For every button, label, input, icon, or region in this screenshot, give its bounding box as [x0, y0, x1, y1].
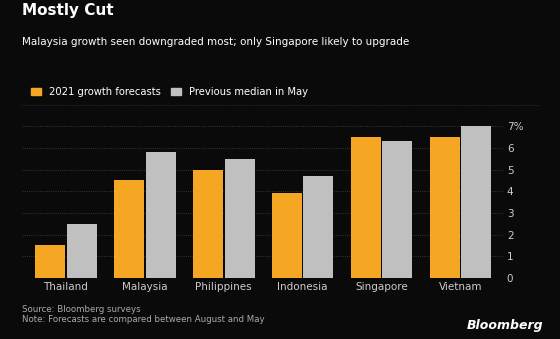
Bar [351, 137, 381, 278]
Bar [225, 159, 254, 278]
Text: Source: Bloomberg surveys
Note: Forecasts are compared between August and May: Source: Bloomberg surveys Note: Forecast… [22, 305, 265, 324]
Bar [430, 137, 460, 278]
Legend: 2021 growth forecasts, Previous median in May: 2021 growth forecasts, Previous median i… [27, 83, 312, 101]
Text: Mostly Cut: Mostly Cut [22, 3, 114, 18]
Bar [304, 176, 333, 278]
Bar [382, 141, 412, 278]
Text: Bloomberg: Bloomberg [466, 319, 543, 332]
Bar [67, 224, 97, 278]
Bar [114, 180, 144, 278]
Bar [461, 126, 491, 278]
Bar [272, 193, 302, 278]
Bar [193, 170, 223, 278]
Bar [146, 152, 176, 278]
Text: Malaysia growth seen downgraded most; only Singapore likely to upgrade: Malaysia growth seen downgraded most; on… [22, 37, 410, 47]
Bar [35, 245, 65, 278]
